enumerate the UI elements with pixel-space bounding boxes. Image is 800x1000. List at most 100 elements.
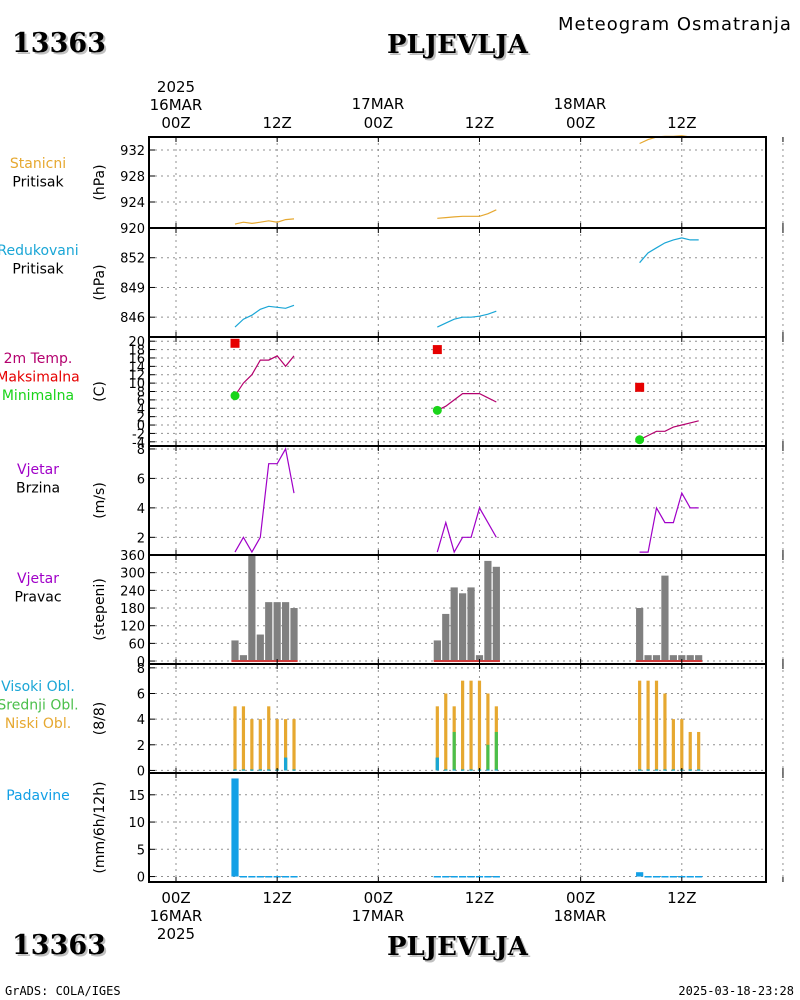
- precip-bar: [475, 876, 484, 878]
- credit: GrADS: COLA/IGES: [5, 984, 121, 998]
- cloud-bar: [241, 706, 246, 771]
- timestamp: 2025-03-18-23:28: [678, 984, 794, 998]
- y-axis-unit: (hPa): [92, 164, 108, 200]
- y-tick-label: 60: [128, 637, 145, 652]
- wind-direction-bar: [273, 602, 281, 662]
- cloud-bar: [680, 719, 684, 771]
- precip-bar: [450, 876, 458, 878]
- tmax-marker: [635, 382, 645, 392]
- y-tick-label: 8: [137, 443, 145, 458]
- station-name-bottom: PLJEVLJA: [387, 932, 528, 962]
- series-line: [234, 447, 295, 554]
- cloud-bar: [494, 731, 498, 771]
- y-tick-label: 14: [128, 360, 145, 375]
- panel-frame: [148, 445, 767, 556]
- time-axis-tick-top: 12Z: [667, 114, 696, 132]
- series-line: [437, 310, 497, 328]
- precip-bar: [678, 876, 686, 878]
- series-line: [639, 420, 699, 441]
- y-tick-label: 300: [120, 567, 145, 582]
- wind-direction-bar: [265, 602, 273, 662]
- cloud-bar: [638, 769, 642, 771]
- station-id-top: 13363: [12, 28, 106, 59]
- precip-bar: [231, 778, 239, 877]
- y-tick-label: 6: [137, 687, 145, 702]
- panel-label: Maksimalna: [0, 370, 80, 386]
- precip-bar: [492, 876, 500, 878]
- cloud-bar: [688, 731, 692, 771]
- y-tick-label: 4: [137, 713, 145, 728]
- wind-direction-bar: [644, 655, 652, 662]
- cloud-bar: [486, 769, 490, 771]
- cloud-bar: [283, 757, 288, 771]
- y-tick-label: 4: [137, 502, 145, 517]
- tmin-marker: [635, 435, 645, 445]
- cloud-bar: [241, 769, 246, 771]
- series-line: [436, 506, 497, 554]
- y-tick-label: 8: [137, 386, 145, 401]
- y-tick-label: 20: [128, 335, 145, 350]
- panel-label: Pritisak: [12, 262, 64, 278]
- wind-direction-bar: [695, 655, 703, 662]
- time-axis-date-bottom: 16MAR: [150, 907, 203, 925]
- cloud-bar: [494, 769, 498, 771]
- cloud-bar: [646, 769, 650, 771]
- cloud-bar: [477, 680, 482, 771]
- panel-frame: [148, 136, 767, 229]
- time-axis-date-bottom: 18MAR: [554, 907, 607, 925]
- y-tick-label: 920: [120, 222, 145, 237]
- panel-label: Stanicni: [10, 156, 66, 172]
- cloud-bar: [283, 719, 288, 771]
- time-axis-date-top: 16MAR: [150, 96, 203, 114]
- time-axis-tick-bottom: 12Z: [262, 889, 291, 907]
- cloud-bar: [233, 769, 237, 771]
- series-line: [234, 218, 295, 225]
- wind-direction-bar: [290, 608, 298, 662]
- y-tick-label: 0: [137, 655, 145, 670]
- y-tick-label: 852: [120, 252, 145, 267]
- y-tick-label: 240: [120, 584, 145, 599]
- cloud-bar: [435, 706, 439, 771]
- cloud-bar: [444, 693, 448, 771]
- wind-direction-bar: [467, 587, 475, 662]
- wind-direction-bar: [442, 613, 450, 662]
- cloud-bar: [233, 706, 237, 771]
- cloud-bar: [697, 769, 701, 771]
- wind-direction-bar: [636, 608, 644, 662]
- time-axis-tick-top: 00Z: [566, 114, 595, 132]
- wind-direction-bar: [248, 555, 256, 662]
- y-tick-label: 10: [128, 816, 145, 831]
- cloud-bar: [461, 680, 465, 771]
- precip-bar: [636, 872, 644, 877]
- tmax-marker: [432, 345, 442, 355]
- wind-direction-bar: [492, 566, 500, 662]
- wind-direction-bar: [459, 593, 467, 662]
- y-tick-label: 2: [137, 411, 145, 426]
- cloud-bar: [250, 719, 254, 771]
- wind-direction-bar: [652, 655, 661, 662]
- wind-direction-bar: [281, 602, 290, 662]
- time-axis-tick-top: 00Z: [364, 114, 393, 132]
- precip-bar: [695, 876, 703, 878]
- cloud-bar: [671, 719, 675, 771]
- cloud-bar: [469, 680, 473, 771]
- time-axis-date-top: 17MAR: [352, 95, 405, 113]
- wind-direction-bar: [475, 655, 484, 662]
- y-axis-unit: (C): [92, 381, 108, 402]
- precip-bar: [265, 876, 273, 878]
- time-axis-year-top: 2025: [157, 78, 195, 96]
- precip-bar: [467, 876, 475, 878]
- y-tick-label: 6: [137, 394, 145, 409]
- precip-bar: [644, 876, 652, 878]
- cloud-bar: [267, 706, 271, 771]
- wind-direction-bar: [450, 587, 458, 662]
- wind-direction-bar: [686, 655, 694, 662]
- cloud-bar: [435, 757, 439, 771]
- y-tick-label: 924: [120, 196, 145, 211]
- precip-bar: [248, 876, 256, 878]
- time-axis-tick-bottom: 12Z: [465, 889, 494, 907]
- panel-label: Padavine: [6, 788, 70, 804]
- time-axis-tick-top: 12Z: [262, 114, 291, 132]
- time-axis-year-bottom: 2025: [157, 925, 195, 943]
